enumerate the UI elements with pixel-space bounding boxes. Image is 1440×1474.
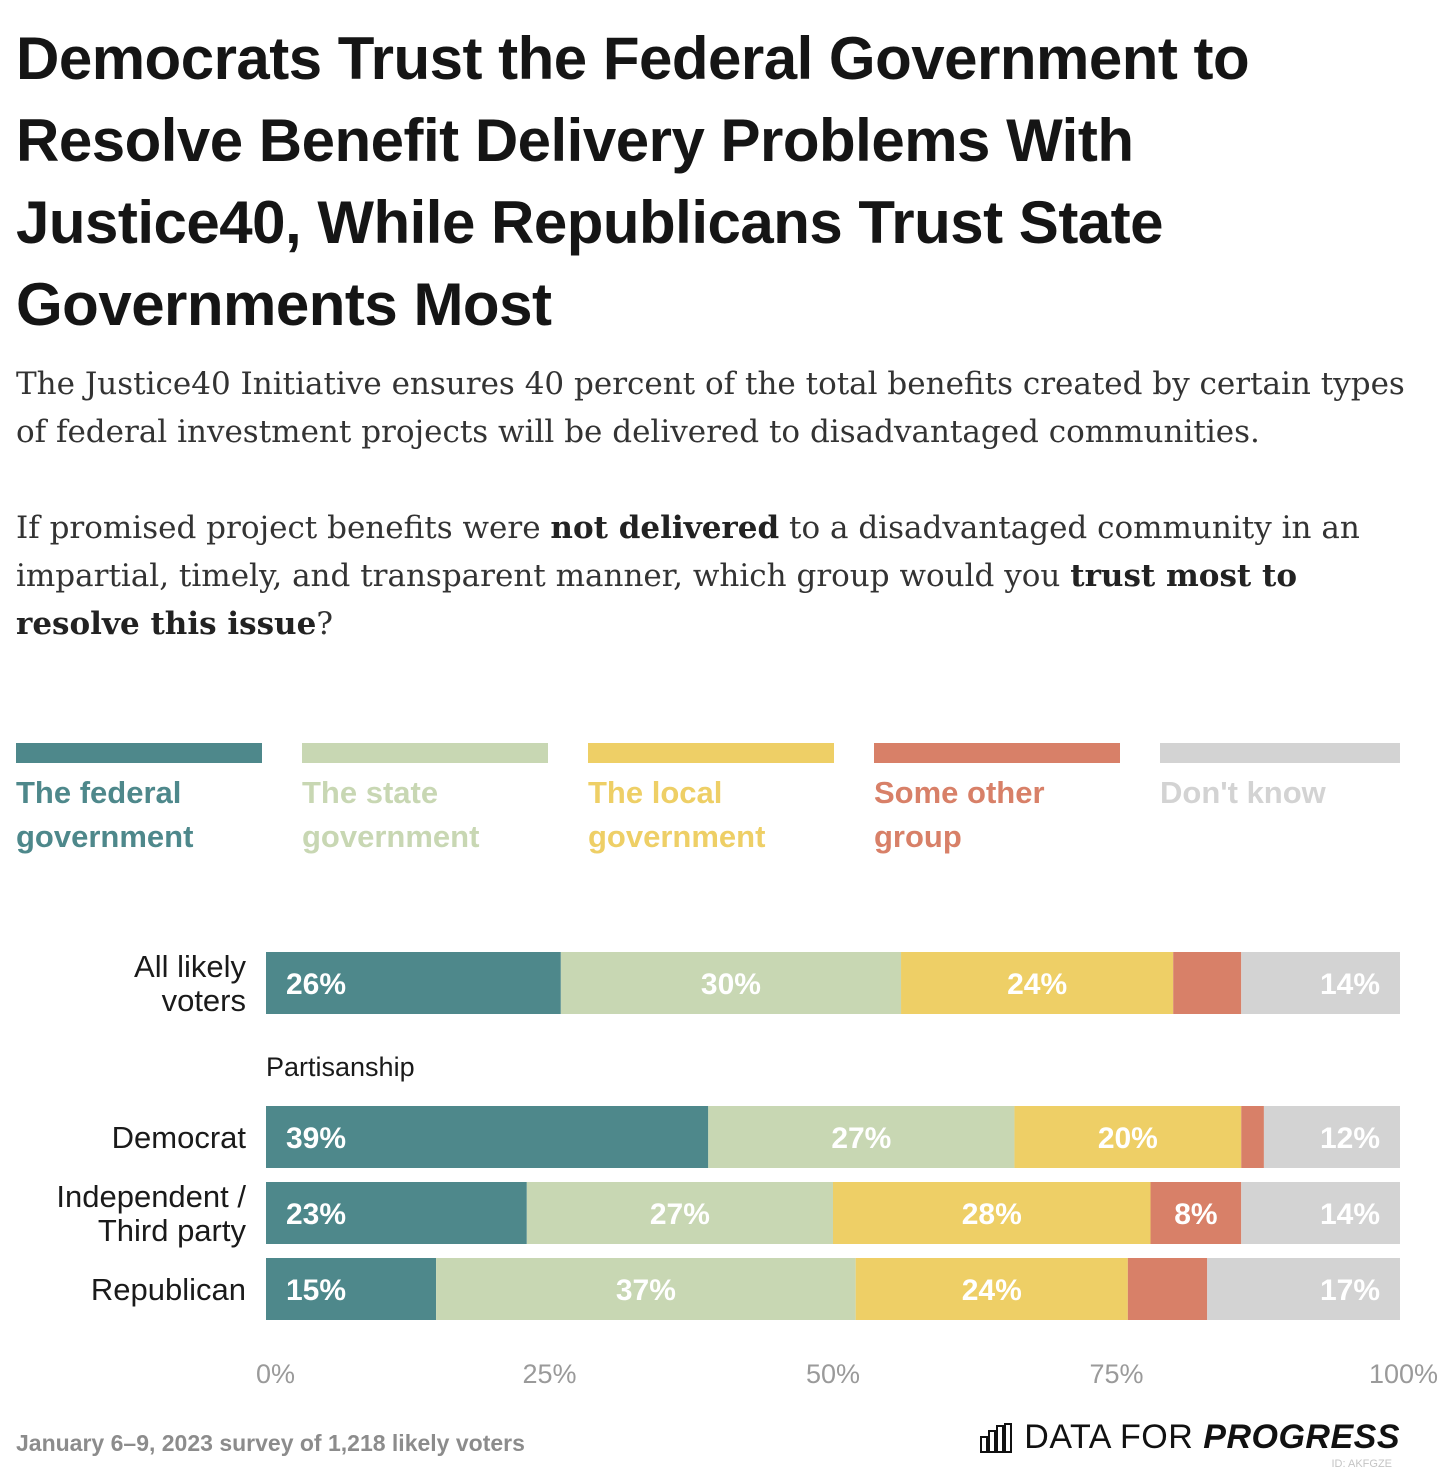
legend-item-other: Some other group xyxy=(874,743,1120,859)
bar-segment-dontknow xyxy=(1241,1182,1400,1244)
question-part: If promised project benefits were xyxy=(16,510,551,546)
data-label: 14% xyxy=(1320,1198,1380,1231)
legend-swatch xyxy=(1160,743,1400,763)
legend-label-line: government xyxy=(16,819,194,854)
bar-segment-dontknow xyxy=(1207,1258,1400,1320)
section-label: Partisanship xyxy=(266,1052,415,1082)
data-label: 39% xyxy=(286,1122,346,1155)
legend-swatch xyxy=(302,743,548,763)
x-tick-label: 25% xyxy=(522,1359,576,1389)
legend-label-line: The state xyxy=(302,775,439,810)
bar-segment-local xyxy=(855,1258,1128,1320)
bar-segment-other xyxy=(1127,1258,1208,1320)
legend-label-line: government xyxy=(588,819,766,854)
legend-swatch xyxy=(16,743,262,763)
data-label: 37% xyxy=(616,1274,676,1307)
bar-segment-state xyxy=(526,1182,833,1244)
question-part: to a disadvantaged community in an impar… xyxy=(16,510,1360,594)
data-label: 8% xyxy=(1174,1198,1217,1231)
bar-segment-federal xyxy=(266,1182,527,1244)
data-label: 20% xyxy=(1098,1122,1158,1155)
subtitle-question: If promised project benefits were not de… xyxy=(16,504,1421,648)
row-label: All likely xyxy=(134,949,246,984)
data-label: 23% xyxy=(286,1198,346,1231)
data-label: 28% xyxy=(962,1198,1022,1231)
brand-text-strong: PROGRESS xyxy=(1203,1418,1400,1456)
row-label: Republican xyxy=(91,1272,246,1307)
bar-segment-state xyxy=(560,952,902,1014)
bar-segment-local xyxy=(1014,1106,1242,1168)
bar-segment-other xyxy=(1150,1182,1242,1244)
chart-title: Democrats Trust the Federal Government t… xyxy=(16,25,1250,338)
data-label: 30% xyxy=(701,968,761,1001)
legend-swatch xyxy=(588,743,834,763)
x-tick-label: 50% xyxy=(806,1359,860,1389)
data-label: 24% xyxy=(1007,968,1067,1001)
chart-legend: The federal government The state governm… xyxy=(16,743,1400,863)
legend-item-dontknow: Don't know xyxy=(1160,743,1400,815)
legend-label: Some other group xyxy=(874,771,1120,859)
chart-id: ID: AKFGZE xyxy=(1331,1458,1392,1470)
bar-segment-local xyxy=(833,1182,1151,1244)
bar-segment-state xyxy=(436,1258,856,1320)
bar-segment-dontknow xyxy=(1263,1106,1400,1168)
bar-segment-federal xyxy=(266,1258,437,1320)
legend-label-line: The local xyxy=(588,775,723,810)
x-tick-label: 100% xyxy=(1369,1359,1438,1389)
legend-label-line: government xyxy=(302,819,480,854)
question-emphasis: trust most to resolve this issue xyxy=(16,558,1298,642)
legend-label-line: The federal xyxy=(16,775,182,810)
data-label: 12% xyxy=(1320,1122,1380,1155)
x-tick-label: 75% xyxy=(1089,1359,1143,1389)
subtitle-intro: The Justice40 Initiative ensures 40 perc… xyxy=(16,366,1405,450)
data-label: 14% xyxy=(1320,968,1380,1001)
legend-label: The state government xyxy=(302,771,548,859)
data-label: 27% xyxy=(831,1122,891,1155)
legend-label: The local government xyxy=(588,771,834,859)
row-label: Democrat xyxy=(112,1120,247,1155)
legend-item-local: The local government xyxy=(588,743,834,859)
x-tick-label: 0% xyxy=(256,1359,295,1389)
question-part: ? xyxy=(316,606,333,642)
bar-segment-federal xyxy=(266,1106,709,1168)
legend-label-line: group xyxy=(874,819,962,854)
data-label: 27% xyxy=(650,1198,710,1231)
bar-segment-local xyxy=(901,952,1174,1014)
legend-item-federal: The federal government xyxy=(16,743,262,859)
brand-logo: DATA FOR PROGRESS xyxy=(980,1418,1400,1457)
row-label: Third party xyxy=(98,1213,247,1248)
bar-segment-dontknow xyxy=(1241,952,1400,1014)
legend-label: The federal government xyxy=(16,771,262,859)
question-emphasis: not delivered xyxy=(550,510,780,546)
bar-segment-federal xyxy=(266,952,561,1014)
legend-swatch xyxy=(874,743,1120,763)
chart-subtitle: The Justice40 Initiative ensures 40 perc… xyxy=(16,360,1421,696)
bar-segment-other xyxy=(1241,1106,1264,1168)
bar-chart-icon xyxy=(980,1422,1013,1453)
survey-note: January 6–9, 2023 survey of 1,218 likely… xyxy=(16,1430,525,1456)
brand-text: DATA FOR xyxy=(1024,1418,1194,1456)
data-label: 26% xyxy=(286,968,346,1001)
legend-label: Don't know xyxy=(1160,771,1400,815)
row-label: Independent / xyxy=(56,1179,246,1214)
bar-segment-other xyxy=(1173,952,1242,1014)
legend-item-state: The state government xyxy=(302,743,548,859)
data-label: 17% xyxy=(1320,1274,1380,1307)
bar-segment-state xyxy=(708,1106,1015,1168)
data-label: 24% xyxy=(962,1274,1022,1307)
legend-label-line: Don't know xyxy=(1160,775,1326,810)
row-label: voters xyxy=(162,983,246,1018)
data-label: 15% xyxy=(286,1274,346,1307)
legend-label-line: Some other xyxy=(874,775,1045,810)
